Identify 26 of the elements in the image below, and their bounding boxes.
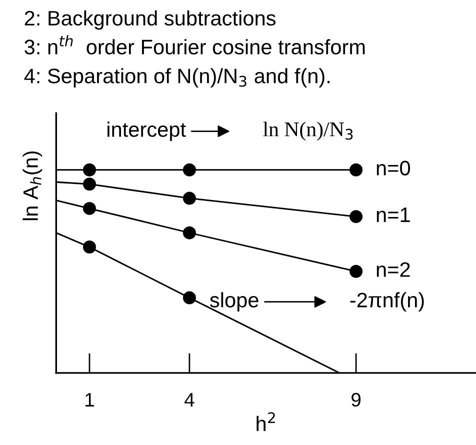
point [82,240,96,254]
point [82,202,96,215]
annotation: slope [210,292,258,312]
x-axis-title: h$^{2}$ [256,412,275,431]
x-tick-label: 1 [86,393,94,406]
point [350,210,363,224]
series-label: n=2 [376,262,410,277]
point [82,163,96,176]
text: intercept [108,122,186,142]
point [350,264,363,278]
point [182,226,196,240]
point [350,163,363,176]
point [182,291,196,304]
text: 2: Background subtractions [24,10,276,30]
x-tick-label: 4 [184,393,194,406]
x-tick-label: 9 [352,392,361,407]
y-axis-title: ln A$_{h}$(n) [22,151,42,220]
series-label: n=0 [376,160,410,176]
point [182,163,196,176]
text: 4: Separation of N(n)/N$_{3}$ and f(n). [24,68,330,88]
point [182,192,196,205]
point [82,178,96,191]
annotation: -2πnf(n) [350,292,424,312]
series-label: n=1 [376,208,410,222]
text: 3: n$^{th}$ order Fourier cosine transform [24,35,365,54]
text: ln N(n)/N$_{3}$ [263,122,353,141]
